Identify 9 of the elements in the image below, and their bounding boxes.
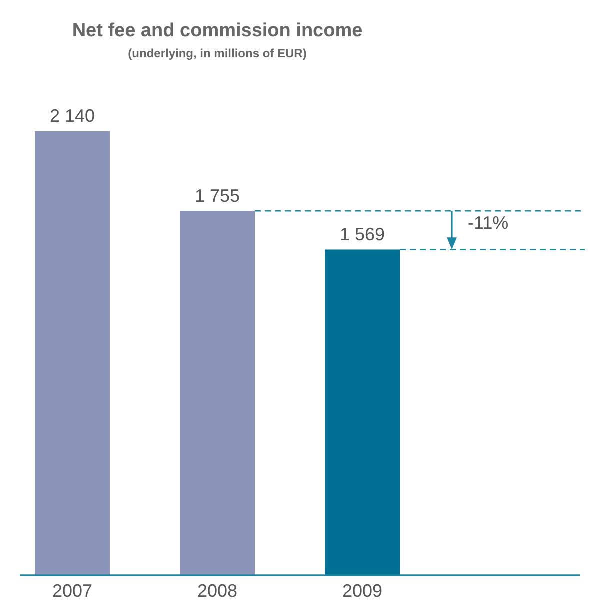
chart-subtitle: (underlying, in millions of EUR) xyxy=(128,46,307,60)
data-label: 2 140 xyxy=(50,106,96,126)
data-label: 1 569 xyxy=(340,224,386,245)
chart-title: Net fee and commission income xyxy=(72,20,363,42)
text: -11% xyxy=(468,213,509,234)
x-tick-label: 2007 xyxy=(52,581,93,602)
x-tick-label: 2008 xyxy=(197,581,238,602)
data-label: 1 755 xyxy=(194,186,240,206)
x-tick-label: 2009 xyxy=(342,581,383,602)
